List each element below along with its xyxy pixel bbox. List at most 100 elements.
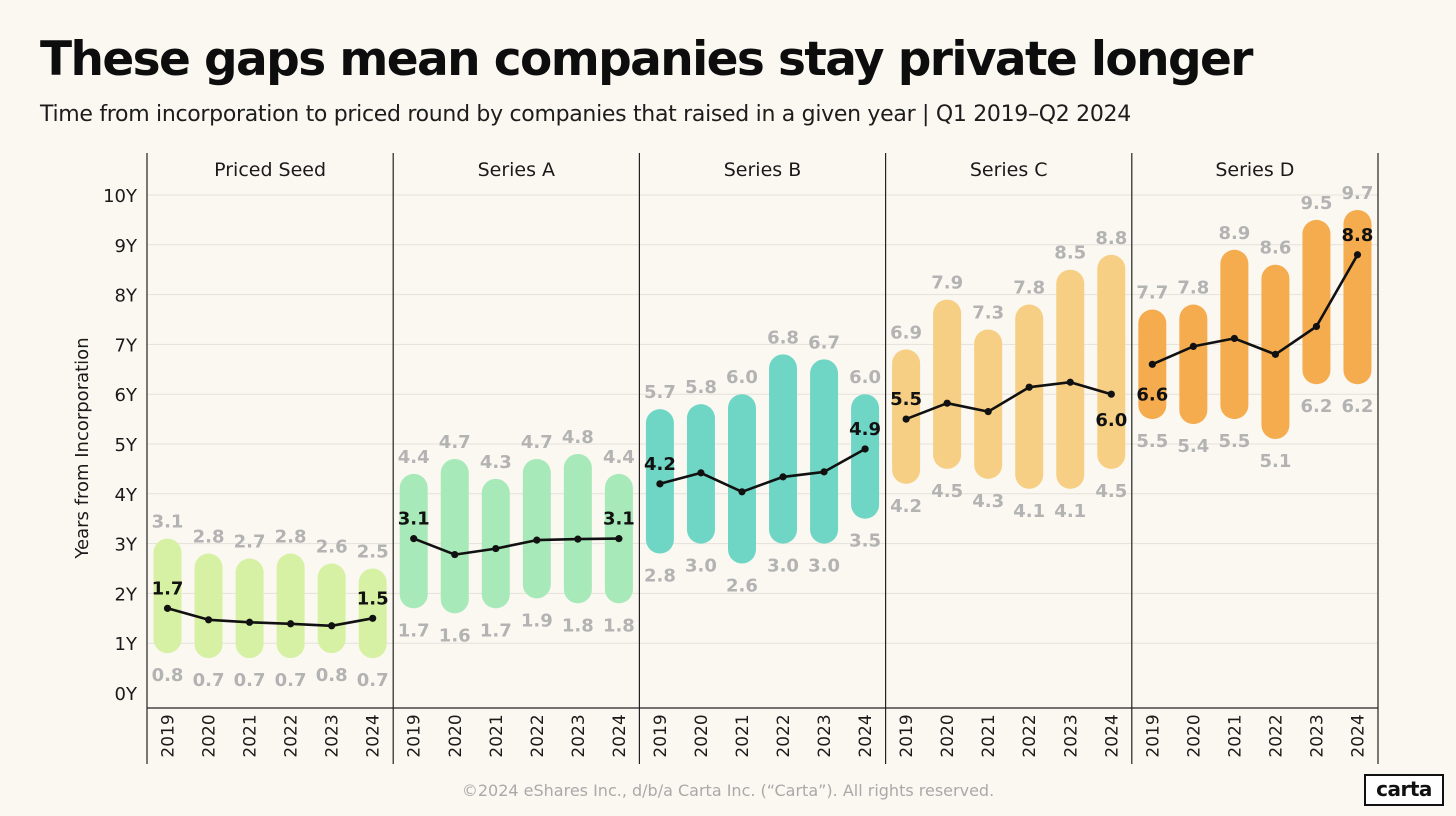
panel-frame: Priced Seed Series A Series B Series C Serie… bbox=[146, 153, 1379, 764]
y-tick-label: 6Y bbox=[115, 385, 138, 406]
low-value-label: 0.8 bbox=[316, 665, 348, 686]
median-point bbox=[1107, 390, 1115, 398]
low-value-label: 4.5 bbox=[1095, 481, 1127, 502]
median-point bbox=[245, 618, 254, 626]
low-value-label: 0.7 bbox=[234, 670, 266, 691]
x-tick-label: 2023 bbox=[323, 714, 343, 757]
high-value-label: 6.8 bbox=[767, 327, 799, 348]
low-value-label: 5.4 bbox=[1177, 436, 1209, 457]
high-value-label: 7.3 bbox=[972, 302, 1004, 323]
x-tick-label: 2024 bbox=[1348, 714, 1368, 757]
y-axis-label: Years from Incorporation bbox=[72, 337, 93, 559]
high-value-label: 6.0 bbox=[726, 367, 758, 388]
range-bar bbox=[1097, 254, 1126, 469]
range-bar bbox=[727, 394, 756, 564]
median-value-label: 5.5 bbox=[890, 389, 922, 410]
x-tick-label: 2022 bbox=[774, 714, 794, 757]
median-point bbox=[943, 399, 951, 407]
range-bar bbox=[851, 394, 880, 519]
x-tick-label: 2020 bbox=[1184, 714, 1204, 757]
x-tick-label: 2024 bbox=[1102, 714, 1122, 757]
median-point bbox=[574, 535, 582, 543]
low-value-label: 0.7 bbox=[193, 670, 225, 691]
y-tick-label: 5Y bbox=[115, 435, 138, 456]
low-value-label: 5.1 bbox=[1259, 451, 1291, 472]
high-value-label: 2.5 bbox=[357, 542, 389, 563]
copyright-footer: ©2024 eShares Inc., d/b/a Carta Inc. (“C… bbox=[461, 781, 995, 800]
x-tick-label: 2024 bbox=[610, 714, 630, 757]
page-subtitle: Time from incorporation to priced round … bbox=[40, 102, 1131, 127]
range-bar bbox=[235, 558, 264, 659]
range-bar bbox=[769, 354, 798, 544]
y-tick-label: 3Y bbox=[115, 535, 138, 556]
high-value-label: 4.8 bbox=[562, 427, 594, 448]
range-bar bbox=[276, 553, 305, 659]
low-value-label: 1.9 bbox=[521, 610, 553, 631]
x-tick-label: 2021 bbox=[979, 714, 999, 757]
low-value-label: 0.7 bbox=[275, 670, 307, 691]
high-value-label: 4.4 bbox=[603, 447, 635, 468]
high-value-label: 4.4 bbox=[398, 447, 430, 468]
high-value-label: 8.9 bbox=[1218, 223, 1250, 244]
x-tick-label: 2019 bbox=[405, 714, 425, 757]
median-point bbox=[1312, 322, 1321, 331]
low-value-label: 4.3 bbox=[972, 491, 1004, 512]
page-title: These gaps mean companies stay private l… bbox=[40, 32, 1253, 87]
low-value-label: 1.7 bbox=[398, 620, 430, 641]
median-point bbox=[1148, 360, 1156, 368]
median-line bbox=[905, 380, 1112, 421]
x-tick-label: 2020 bbox=[692, 714, 712, 757]
median-point bbox=[656, 480, 664, 488]
low-value-label: 3.5 bbox=[849, 531, 881, 552]
panel-title: Series C bbox=[970, 159, 1048, 181]
range-bar bbox=[194, 553, 223, 659]
high-value-label: 7.9 bbox=[931, 273, 963, 294]
panel-title: Series B bbox=[724, 159, 802, 181]
x-tick-label: 2020 bbox=[200, 714, 220, 757]
high-value-label: 8.6 bbox=[1259, 238, 1291, 259]
low-value-label: 5.5 bbox=[1218, 431, 1250, 452]
y-tick-label: 7Y bbox=[115, 335, 138, 356]
range-bar bbox=[481, 478, 510, 609]
median-value-label: 4.2 bbox=[644, 454, 676, 475]
x-tick-label: 2021 bbox=[1225, 714, 1245, 757]
low-value-label: 3.0 bbox=[685, 556, 717, 577]
gridlines bbox=[147, 194, 1378, 644]
high-value-label: 6.0 bbox=[849, 367, 881, 388]
range-bar bbox=[358, 568, 387, 659]
median-point bbox=[984, 408, 992, 416]
x-tick-label: 2019 bbox=[897, 714, 917, 757]
low-value-label: 4.1 bbox=[1054, 501, 1086, 522]
low-value-label: 5.5 bbox=[1136, 431, 1168, 452]
y-tick-label: 9Y bbox=[115, 236, 138, 257]
low-value-label: 0.7 bbox=[357, 670, 389, 691]
high-value-label: 6.9 bbox=[890, 322, 922, 343]
median-point bbox=[1066, 378, 1074, 386]
carta-logo: carta bbox=[1364, 774, 1444, 806]
panel-title: Series D bbox=[1215, 159, 1294, 181]
low-value-label: 2.6 bbox=[726, 576, 758, 597]
low-value-label: 6.2 bbox=[1342, 396, 1374, 417]
median-point bbox=[1189, 342, 1197, 350]
x-tick-label: 2024 bbox=[364, 714, 384, 757]
median-point bbox=[328, 622, 336, 630]
range-bar bbox=[440, 458, 469, 614]
high-value-label: 5.8 bbox=[685, 377, 717, 398]
median-point bbox=[451, 550, 459, 559]
value-labels: 2019 2020 2021 2022 2023 2024 3.1 0.8 2.8 0.7 2.7 0… bbox=[152, 183, 1374, 758]
high-value-label: 4.7 bbox=[439, 432, 471, 453]
x-tick-label: 2023 bbox=[815, 714, 835, 757]
high-value-label: 4.3 bbox=[480, 452, 512, 473]
y-tick-label: 2Y bbox=[115, 584, 138, 605]
x-tick-label: 2021 bbox=[733, 714, 753, 757]
range-bar bbox=[522, 458, 551, 599]
x-tick-label: 2020 bbox=[938, 714, 958, 757]
median-line bbox=[413, 537, 619, 556]
median-point bbox=[1025, 383, 1033, 391]
median-point bbox=[1271, 350, 1280, 358]
median-point bbox=[1353, 251, 1362, 259]
high-value-label: 8.8 bbox=[1095, 228, 1127, 249]
y-axis: Years from Incorporation 0Y 1Y 2Y 3Y 4Y 5Y 6Y 7… bbox=[72, 186, 138, 705]
x-tick-label: 2022 bbox=[1266, 714, 1286, 757]
x-tick-label: 2021 bbox=[241, 714, 261, 757]
